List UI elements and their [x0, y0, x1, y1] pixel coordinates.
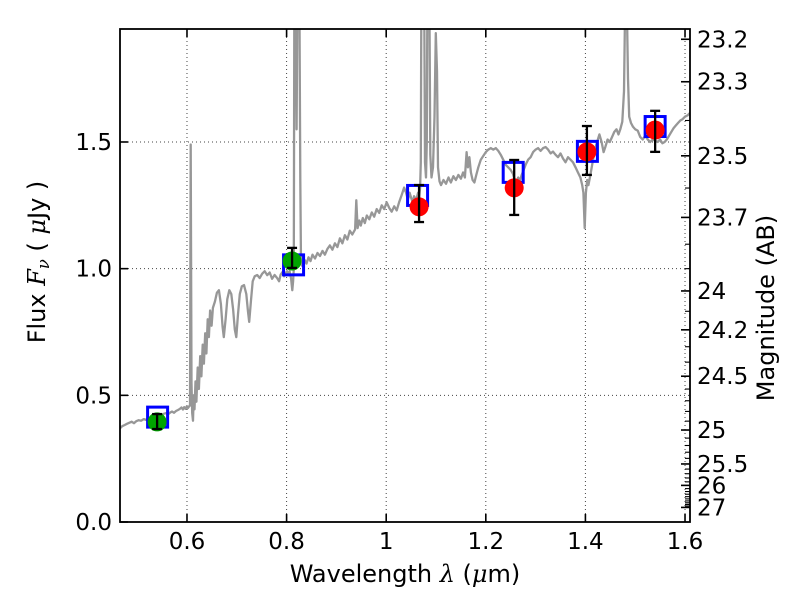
math-symbol: λ: [439, 560, 455, 588]
y-tick-label: 0.5: [75, 383, 112, 409]
label-text: (: [454, 560, 472, 588]
x-tick-label: 1.2: [468, 529, 505, 555]
mag-tick-label: 24.5: [697, 364, 748, 390]
y-tick-label: 1.0: [75, 257, 112, 283]
x-tick-label: 1.6: [667, 529, 704, 555]
mag-tick-label: 23.5: [697, 144, 748, 170]
x-tick-label: 0.6: [169, 529, 206, 555]
math-symbol: ν: [34, 259, 54, 270]
mag-tick-label: 24.2: [697, 318, 748, 344]
mag-tick-label: 23.3: [697, 70, 748, 96]
mag-tick-label: 23.2: [697, 27, 748, 53]
x-tick-label: 0.8: [268, 529, 305, 555]
mag-tick-label: 27: [697, 495, 726, 521]
y-axis-label-flux: Flux Fν ( μJy ): [23, 181, 53, 344]
model-spectrum-line: [120, 29, 690, 430]
y-tick-label: 0.0: [75, 510, 112, 536]
axes-frame: [119, 28, 691, 523]
x-tick-label: 1: [379, 529, 394, 555]
math-symbol: μ: [22, 218, 51, 235]
mag-tick-label: 25.5: [697, 452, 748, 478]
label-text: (: [22, 234, 51, 260]
x-axis-label: Wavelength λ (μm): [290, 560, 521, 588]
label-text: Jy ): [22, 180, 51, 219]
label-text: m): [487, 560, 521, 588]
y-tick-label: 1.5: [75, 130, 112, 156]
mag-tick-label: 24: [697, 279, 726, 305]
y-axis-label-magnitude: Magnitude (AB): [752, 214, 780, 402]
label-text: Wavelength: [289, 560, 440, 588]
mag-tick-label: 26: [697, 473, 726, 499]
mag-tick-label: 25: [697, 418, 726, 444]
math-symbol: F: [22, 269, 51, 286]
mag-tick-label: 23.7: [697, 205, 748, 231]
label-text: Flux: [22, 285, 51, 344]
math-symbol: μ: [471, 560, 488, 588]
x-tick-label: 1.4: [567, 529, 604, 555]
